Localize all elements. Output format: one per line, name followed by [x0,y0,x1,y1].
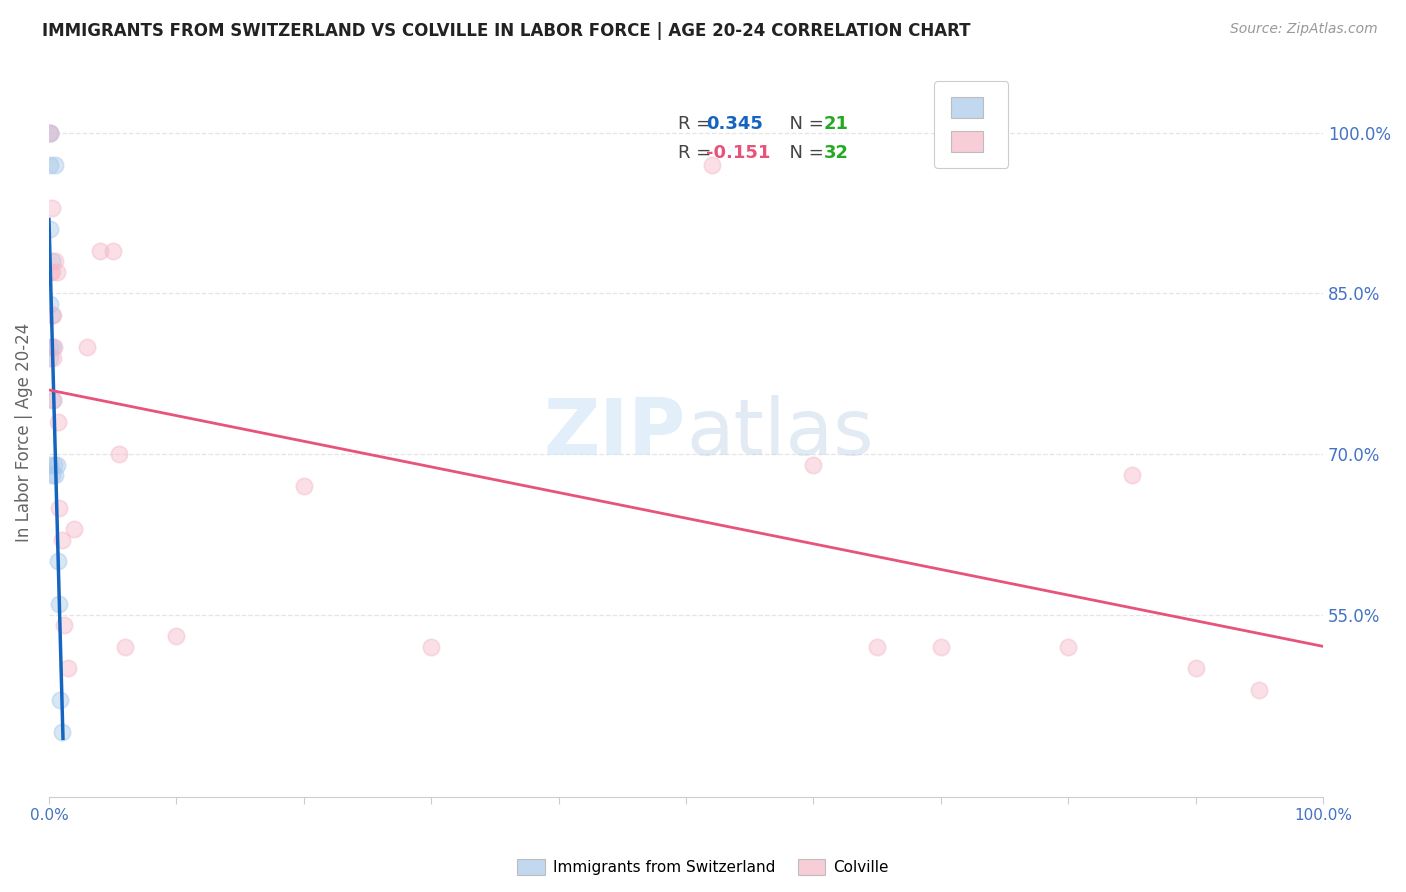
Colville [39,265,62,279]
Immigrants from Switzerland [39,340,62,354]
Immigrants from Switzerland [41,308,63,322]
Text: N =: N = [778,144,830,162]
Text: 0.345: 0.345 [706,115,763,133]
Immigrants from Switzerland [39,458,62,472]
Colville [101,244,124,258]
Immigrants from Switzerland [46,554,69,568]
Text: IMMIGRANTS FROM SWITZERLAND VS COLVILLE IN LABOR FORCE | AGE 20-24 CORRELATION C: IMMIGRANTS FROM SWITZERLAND VS COLVILLE … [42,22,970,40]
Legend: Immigrants from Switzerland, Colville: Immigrants from Switzerland, Colville [510,851,896,882]
Colville [700,158,723,172]
Immigrants from Switzerland [49,693,72,707]
Colville [53,618,76,632]
Colville [108,447,131,461]
Colville [56,661,79,675]
Colville [929,640,952,654]
Immigrants from Switzerland [41,468,63,483]
Immigrants from Switzerland [39,126,62,140]
Text: R =: R = [679,144,717,162]
Immigrants from Switzerland [42,393,65,408]
Colville [39,126,62,140]
Text: 21: 21 [824,115,849,133]
Immigrants from Switzerland [39,222,62,236]
Colville [48,500,70,515]
Colville [51,533,73,547]
Immigrants from Switzerland [44,468,66,483]
Text: 32: 32 [824,144,849,162]
Colville [42,393,65,408]
Immigrants from Switzerland [41,254,63,268]
Immigrants from Switzerland [42,458,65,472]
Colville [165,629,187,643]
Immigrants from Switzerland [44,158,66,172]
Immigrants from Switzerland [39,158,62,172]
Colville [42,351,65,365]
Text: -0.151: -0.151 [706,144,770,162]
Colville [44,254,66,268]
Immigrants from Switzerland [42,340,65,354]
Immigrants from Switzerland [45,458,67,472]
Colville [420,640,443,654]
Colville [46,415,69,429]
Y-axis label: In Labor Force | Age 20-24: In Labor Force | Age 20-24 [15,323,32,542]
Text: atlas: atlas [686,394,873,471]
Immigrants from Switzerland [39,351,62,365]
Colville [89,244,111,258]
Text: ZIP: ZIP [544,394,686,471]
Immigrants from Switzerland [51,725,73,739]
Colville [292,479,315,493]
Immigrants from Switzerland [39,126,62,140]
Colville [63,522,86,536]
Text: R =: R = [679,115,717,133]
Colville [1184,661,1206,675]
Colville [1057,640,1080,654]
Colville [803,458,825,472]
Colville [42,308,65,322]
Text: Source: ZipAtlas.com: Source: ZipAtlas.com [1230,22,1378,37]
Colville [45,265,67,279]
Immigrants from Switzerland [39,297,62,311]
Colville [1121,468,1143,483]
Colville [41,201,63,215]
Colville [76,340,98,354]
Text: N =: N = [778,115,830,133]
Immigrants from Switzerland [48,597,70,611]
Colville [114,640,136,654]
Colville [1249,682,1271,697]
Colville [866,640,889,654]
Colville [42,340,65,354]
Colville [41,265,63,279]
Legend: , : , [934,81,1008,168]
